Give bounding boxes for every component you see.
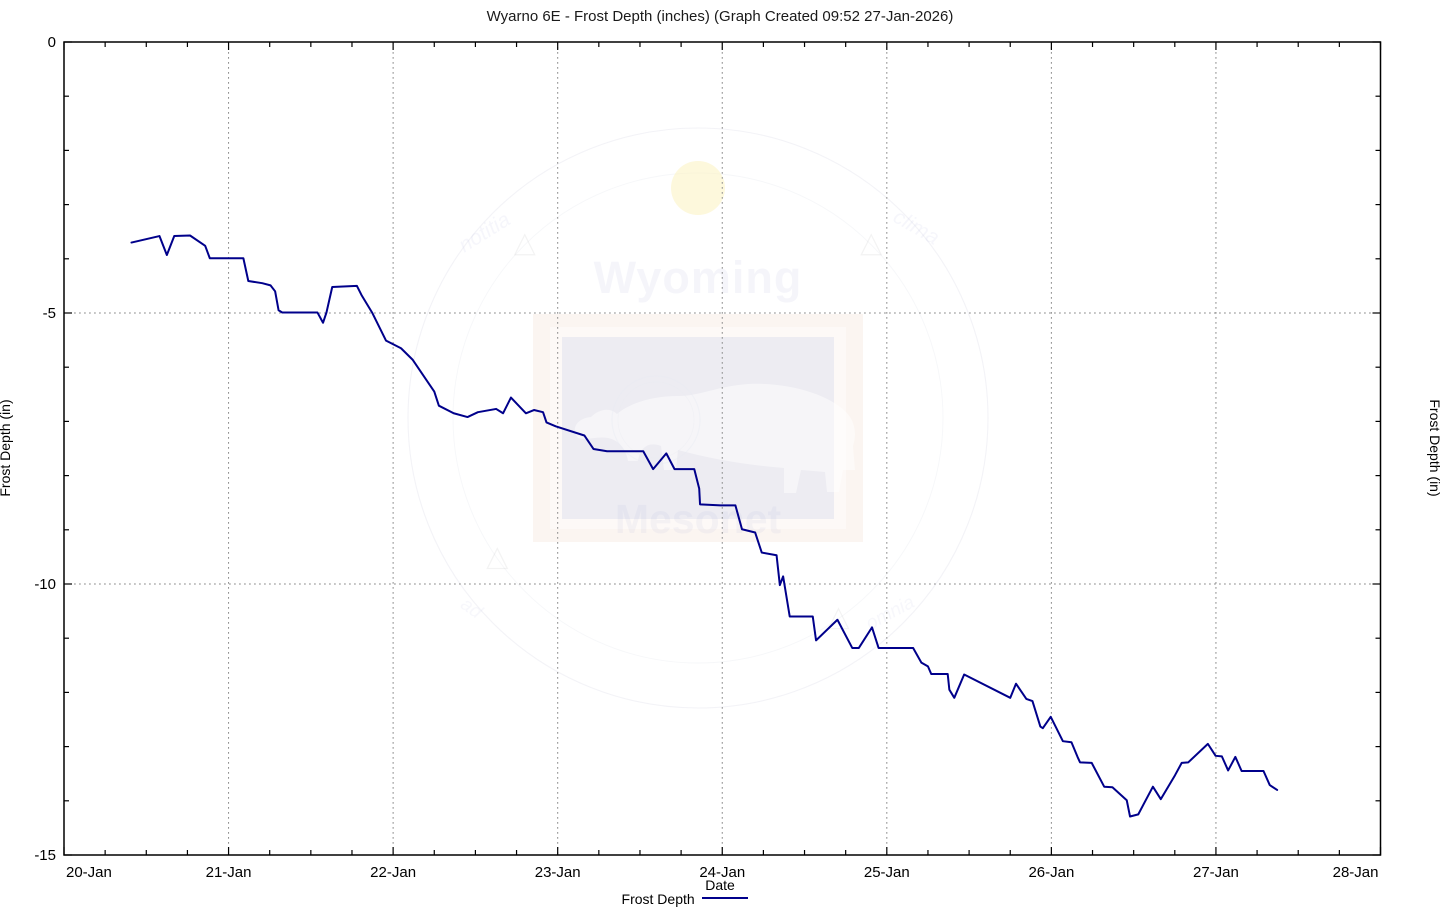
svg-text:-15: -15 [34, 847, 56, 864]
svg-text:-5: -5 [43, 305, 56, 322]
svg-text:Wyoming: Wyoming [594, 252, 803, 303]
svg-text:-10: -10 [34, 576, 56, 593]
svg-text:0: 0 [48, 34, 56, 51]
